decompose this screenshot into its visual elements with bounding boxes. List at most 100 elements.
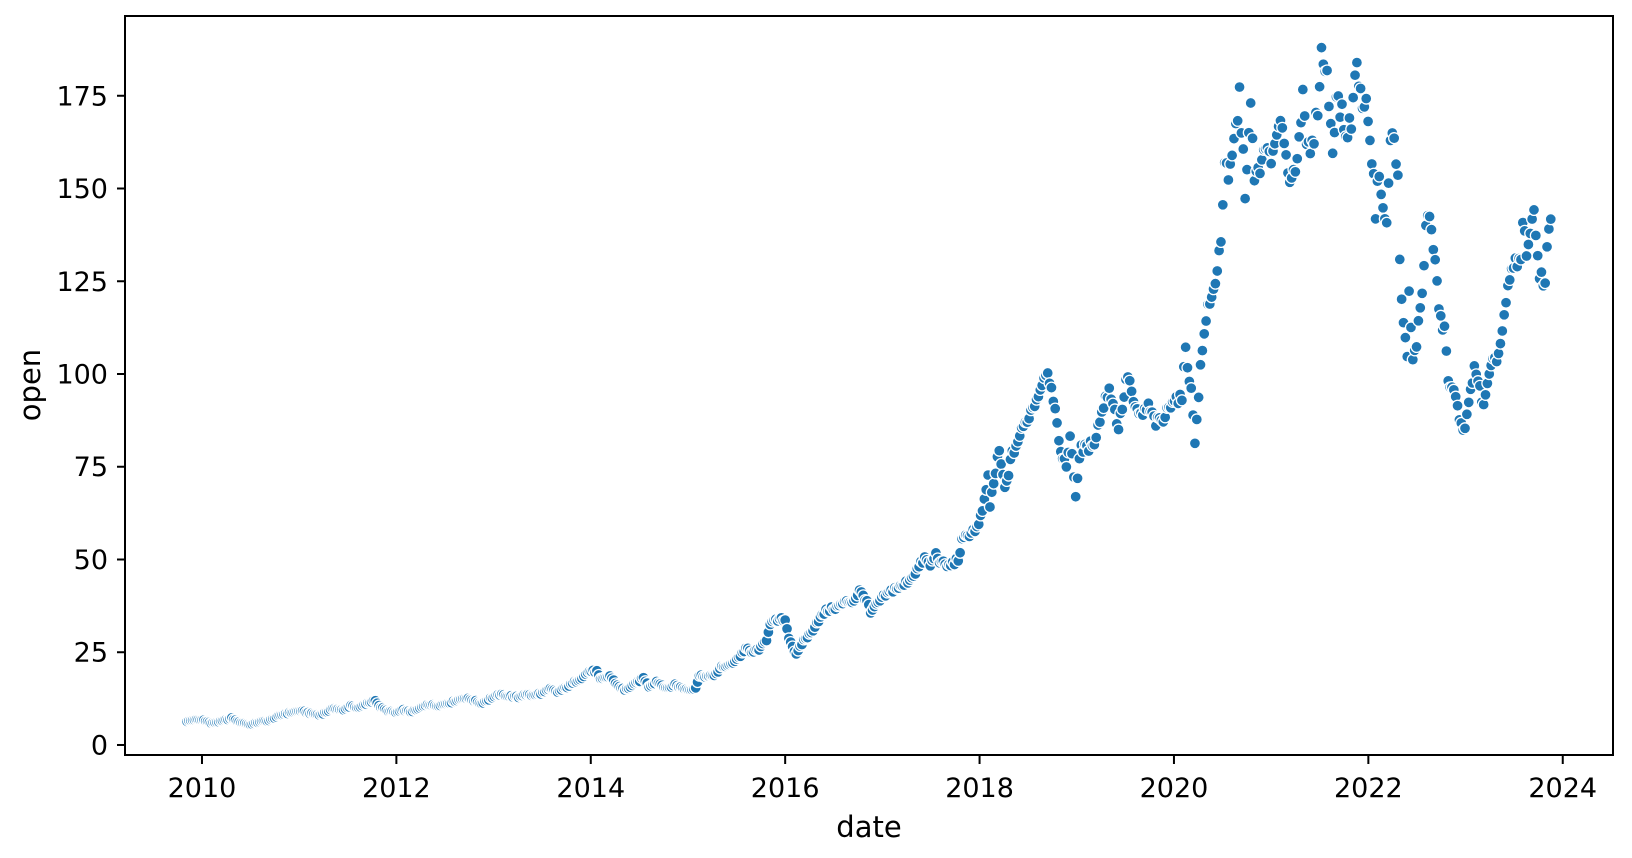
data-point (1522, 238, 1535, 251)
data-point (1052, 434, 1066, 447)
data-point (1190, 413, 1203, 426)
data-point (1320, 64, 1334, 77)
data-point (1365, 157, 1378, 171)
x-tick-label: 2014 (556, 773, 625, 804)
data-point (1540, 240, 1554, 253)
data-point (1429, 253, 1442, 266)
y-tick-label: 100 (56, 359, 108, 390)
y-tick-label: 175 (56, 81, 108, 112)
data-point (1093, 415, 1107, 429)
data-point (1090, 431, 1103, 444)
data-point (1363, 134, 1377, 147)
data-point (1211, 264, 1224, 278)
data-point (1265, 157, 1278, 170)
data-point (1477, 398, 1490, 411)
data-point (1417, 259, 1431, 272)
data-point (1492, 347, 1505, 360)
data-point (1179, 341, 1192, 354)
data-point (1185, 382, 1198, 395)
x-tick-label: 2020 (1140, 773, 1209, 804)
data-point (1322, 100, 1336, 113)
data-point (1374, 188, 1388, 201)
data-point (1237, 142, 1250, 156)
data-point (1194, 358, 1207, 371)
data-point (1382, 177, 1395, 190)
data-point (1360, 92, 1373, 105)
data-point (1125, 385, 1138, 398)
data-point (1233, 80, 1246, 94)
data-point (1410, 340, 1423, 354)
data-point (1198, 327, 1211, 341)
data-point (1430, 274, 1444, 288)
data-point (1298, 109, 1311, 123)
data-point (1425, 223, 1438, 236)
data-point (1222, 173, 1235, 187)
data-point (1045, 381, 1058, 394)
data-point (1175, 394, 1189, 407)
data-point (1393, 253, 1406, 266)
data-point (1423, 210, 1436, 223)
data-point (1496, 324, 1509, 338)
data-point (1440, 344, 1453, 358)
data-point (1539, 276, 1552, 290)
data-point (1389, 158, 1403, 171)
data-point (1544, 213, 1557, 226)
data-point (1438, 320, 1451, 333)
data-point (1479, 388, 1492, 401)
data-point (1373, 170, 1386, 183)
data-point (1462, 396, 1475, 409)
data-point (1060, 460, 1073, 474)
data-point (1238, 192, 1252, 205)
data-point (1112, 423, 1125, 436)
data-point (1391, 169, 1405, 182)
data-point (1041, 366, 1054, 380)
data-point (1071, 472, 1084, 485)
x-tick-label: 2012 (362, 773, 431, 804)
data-point (1494, 337, 1507, 350)
y-axis-label: open (13, 349, 47, 421)
data-point (1188, 437, 1202, 450)
data-point (1520, 249, 1533, 263)
data-point (1116, 403, 1129, 416)
data-point (1427, 243, 1440, 256)
axis-ticks-layer: 2010 2012 2014 2016 2018 2020 2022 2024 0 25 50 75 1… (56, 81, 1597, 804)
data-point (1415, 287, 1429, 300)
x-tick-label: 2016 (751, 773, 820, 804)
data-point (1354, 82, 1367, 95)
data-point (1225, 149, 1239, 162)
data-point (1434, 309, 1447, 322)
data-point (1451, 399, 1464, 412)
data-point (1350, 56, 1364, 69)
y-tick-label: 125 (56, 267, 108, 298)
data-point (1361, 115, 1375, 128)
x-axis-label: date (836, 810, 901, 844)
data-point (993, 444, 1006, 457)
data-point (1395, 293, 1408, 306)
data-point (1343, 111, 1356, 125)
data-point (1069, 490, 1082, 503)
data-point (1347, 91, 1360, 104)
data-point (1199, 314, 1213, 328)
data-point (1460, 408, 1474, 421)
data-point (953, 546, 967, 559)
data-point (1542, 222, 1556, 236)
data-point (1050, 416, 1064, 430)
data-point (1348, 69, 1362, 82)
data-point (1535, 266, 1548, 279)
x-tick-label: 2022 (1334, 773, 1403, 804)
data-point (1399, 331, 1412, 344)
data-point (1315, 41, 1328, 54)
data-point (1292, 130, 1306, 143)
data-point (1214, 235, 1228, 249)
data-point (1103, 382, 1116, 395)
data-point (1253, 167, 1267, 180)
y-tick-label: 75 (74, 452, 108, 483)
data-point (1279, 148, 1293, 162)
data-point (1192, 391, 1205, 404)
data-point (1196, 344, 1209, 357)
data-point (1326, 147, 1339, 160)
scatter-points-layer (180, 41, 1557, 731)
data-point (1402, 285, 1416, 298)
data-point (1289, 165, 1302, 178)
